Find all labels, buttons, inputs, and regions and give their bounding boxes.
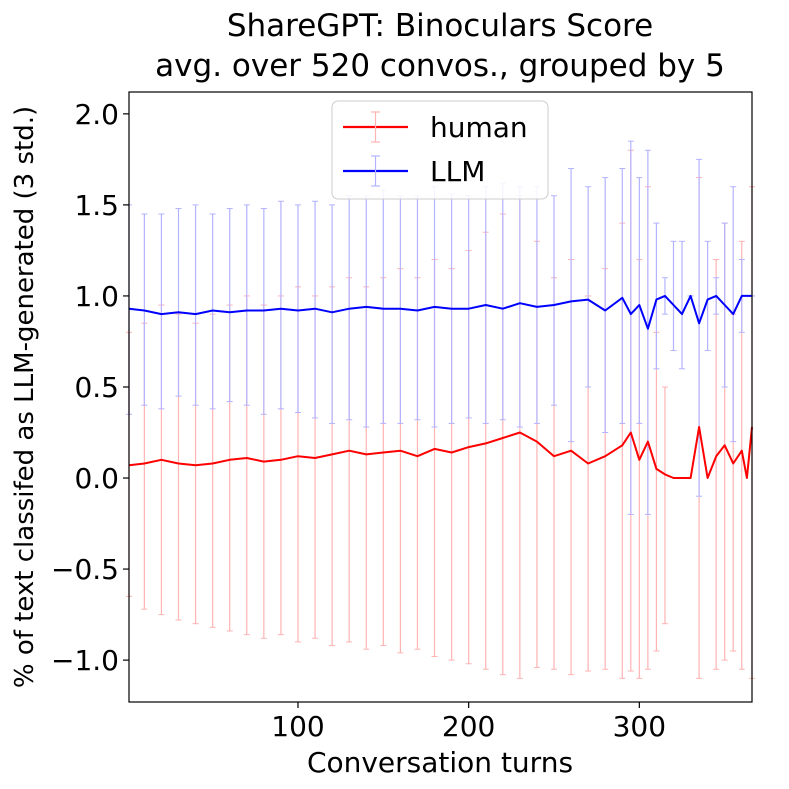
- llm-error-bar: [670, 240, 677, 352]
- human-error-bar: [713, 259, 720, 670]
- llm-error-bar: [568, 167, 575, 443]
- y-tick-label: 1.0: [74, 280, 119, 313]
- llm-error-bar: [551, 195, 558, 406]
- llm-error-bar: [696, 158, 703, 497]
- chart-title-line-2: avg. over 520 convos., grouped by 5: [155, 48, 725, 84]
- y-tick-label: −1.0: [51, 644, 119, 677]
- human-error-bar: [653, 331, 660, 652]
- human-error-bar: [661, 386, 668, 625]
- y-tick-label: −0.5: [51, 553, 119, 586]
- llm-error-bar: [380, 189, 387, 424]
- plot-frame: [128, 91, 753, 703]
- y-tick-label: 0.5: [74, 371, 119, 404]
- llm-error-bar: [704, 240, 711, 352]
- y-axis-ticks: −1.0 −0.5 0.0 0.5 1.0 1.5 2.0: [51, 98, 129, 677]
- x-axis-label: Conversation turns: [307, 746, 573, 779]
- legend-item-human: human: [343, 111, 528, 144]
- llm-error-bar: [679, 240, 686, 370]
- llm-error-bar: [192, 204, 199, 406]
- llm-error-bar: [602, 177, 609, 434]
- llm-error-bar: [585, 186, 592, 388]
- y-tick-label: 0.0: [74, 462, 119, 495]
- llm-error-bar: [619, 167, 626, 424]
- plot-area: [126, 140, 755, 679]
- y-tick-label: 2.0: [74, 98, 119, 131]
- llm-error-bar: [363, 195, 370, 428]
- x-axis-ticks: 100 200 300: [271, 702, 666, 743]
- llm-error-bar: [636, 177, 643, 424]
- llm-error-bar: [533, 186, 540, 424]
- llm-error-bar: [294, 204, 301, 413]
- human-series-line: [128, 426, 753, 479]
- series-lines: [128, 294, 753, 479]
- human-error-bars: [126, 149, 755, 679]
- chart-title-line-1: ShareGPT: Binoculars Score: [227, 8, 653, 44]
- legend-box: [331, 100, 549, 200]
- llm-error-bar: [243, 204, 250, 406]
- llm-error-bar: [414, 195, 421, 421]
- y-axis-label: % of text classifed as LLM-generated (3 …: [10, 106, 40, 688]
- legend-label-human: human: [430, 111, 528, 144]
- legend: human LLM: [331, 100, 549, 200]
- llm-error-bar: [644, 149, 651, 515]
- llm-error-bar: [465, 195, 472, 419]
- x-tick-label: 300: [613, 710, 666, 743]
- x-tick-label: 100: [271, 710, 324, 743]
- llm-series-line: [128, 294, 752, 330]
- llm-error-bar: [627, 140, 634, 515]
- llm-error-bar: [499, 182, 506, 421]
- llm-error-bar: [329, 204, 336, 424]
- llm-error-bar: [158, 213, 165, 410]
- llm-error-bar: [516, 186, 523, 428]
- llm-error-bar: [175, 208, 182, 397]
- legend-item-llm: LLM: [343, 155, 485, 188]
- llm-error-bar: [653, 222, 660, 370]
- y-tick-label: 1.5: [74, 189, 119, 222]
- x-tick-label: 200: [442, 710, 495, 743]
- llm-error-bar: [277, 200, 284, 410]
- llm-error-bar: [226, 208, 233, 403]
- legend-label-llm: LLM: [430, 155, 485, 188]
